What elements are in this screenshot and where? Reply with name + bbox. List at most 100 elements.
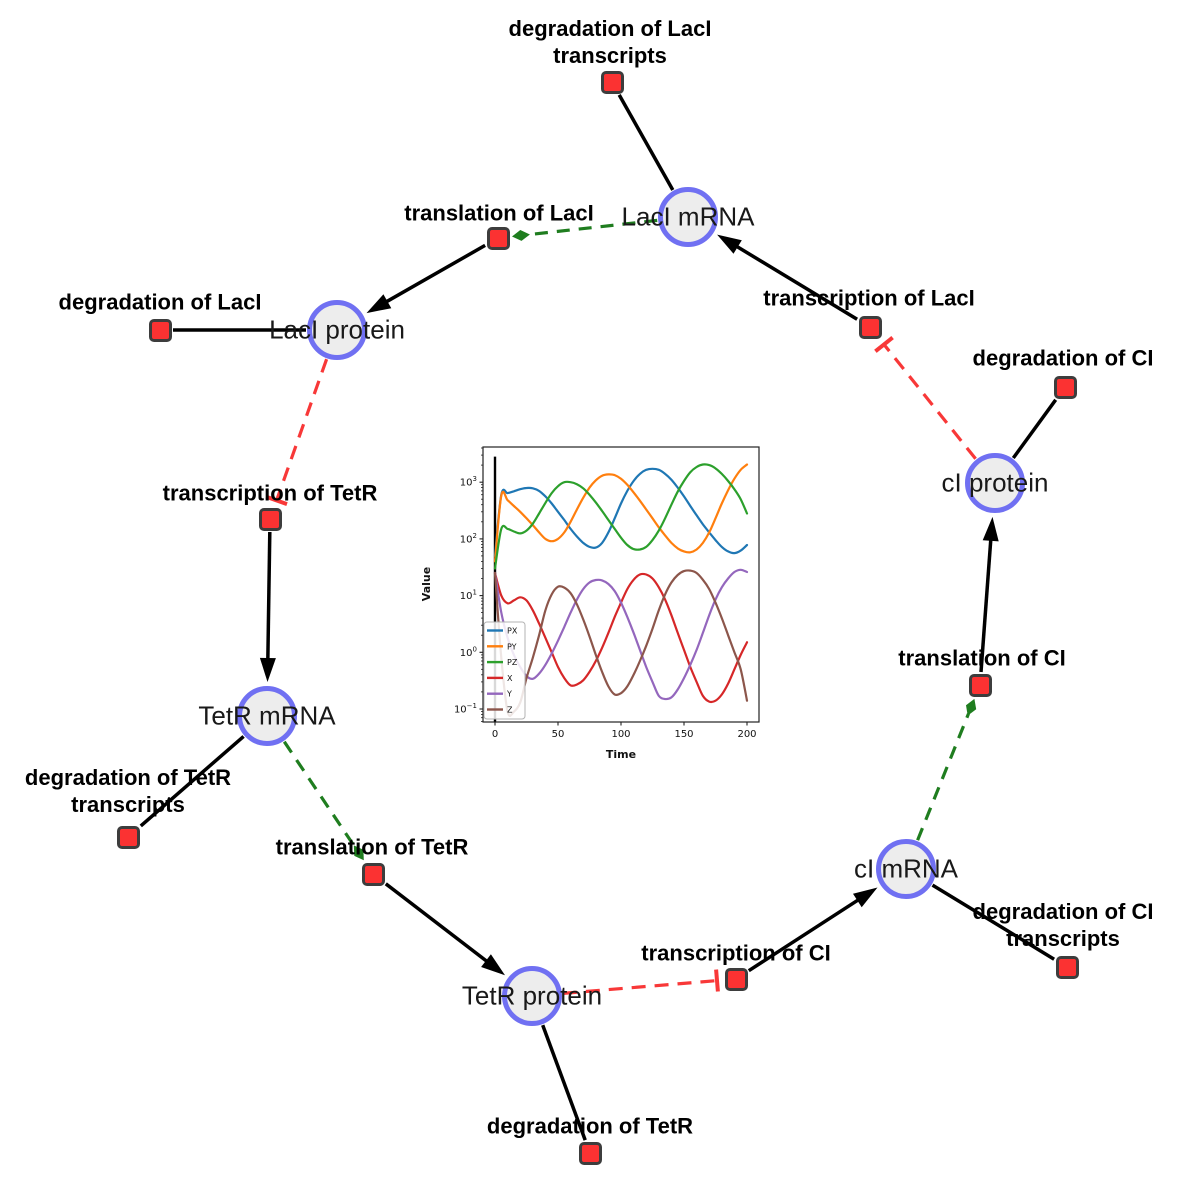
embedded-timeseries-plot: 10−1 100 101 102 103 0 50 100 150 200 PX PY PZ X Y Z Tim…	[413, 433, 785, 767]
axes-frame	[482, 446, 760, 723]
edge-degradation-ci-protein-deg-ci	[1011, 398, 1058, 460]
y-axis-title: Value	[420, 567, 433, 601]
reaction-node-translation-laci	[486, 226, 510, 250]
plot-area	[493, 456, 749, 722]
series-line-PZ	[493, 463, 749, 570]
reaction-node-transcription-tetr	[258, 507, 282, 531]
reaction-label-translation-tetr: translation of TetR	[276, 834, 469, 861]
reaction-label-deg-ci-transcripts: degradation of CI transcripts	[973, 898, 1154, 952]
reaction-label-line: transcription of CI	[641, 940, 831, 966]
x-tick-label: 0	[492, 729, 498, 740]
legend: PX PY PZ XYZ	[483, 621, 526, 720]
reaction-node-deg-tetr	[578, 1141, 602, 1165]
legend-label-PY: PY	[507, 642, 517, 651]
reaction-node-deg-tetr-transcripts	[116, 825, 140, 849]
series-line-X	[493, 571, 749, 704]
y-tick-label: 100	[460, 645, 477, 659]
reaction-node-deg-laci	[148, 318, 172, 342]
reaction-node-deg-laci-transcripts	[600, 70, 624, 94]
species-label-tetr-protein: TetR protein	[461, 980, 603, 1011]
edge-production-translation-laci-laci-protein	[366, 243, 486, 314]
reaction-label-line: degradation of LacI	[58, 289, 262, 315]
edge-degradation-tetr-mrna-deg-tetr-transcripts	[139, 735, 245, 828]
series-line-PX	[493, 467, 749, 557]
legend-label-X: X	[507, 674, 513, 683]
series-line-PY	[493, 463, 749, 563]
y-tick-label: 10−1	[454, 702, 477, 716]
edge-degradation-ci-mrna-deg-ci-transcripts	[931, 883, 1056, 961]
series-line-Y	[493, 568, 749, 701]
reaction-label-line: translation of CI	[898, 645, 1066, 671]
reaction-label-line: degradation of LacI	[508, 16, 712, 41]
reaction-label-line: transcripts	[71, 792, 185, 817]
reaction-label-line: transcripts	[1006, 926, 1120, 951]
reaction-node-deg-ci	[1053, 375, 1077, 399]
edge-modifier-ci-mrna-translation-ci	[916, 698, 977, 841]
x-axis-title: Time	[606, 748, 636, 761]
legend-label-Y: Y	[506, 690, 512, 699]
species-node-ci-protein	[965, 453, 1025, 513]
reaction-label-translation-ci: translation of CI	[898, 645, 1065, 672]
reaction-label-line: translation of TetR	[275, 834, 469, 860]
reaction-label-translation-laci: translation of LacI	[404, 200, 593, 227]
edge-production-transcription-ci-ci-mrna	[747, 887, 878, 973]
reaction-label-transcription-laci: transcription of LacI	[763, 285, 974, 312]
species-label-laci-protein: LacI protein	[269, 314, 405, 345]
edge-degradation-laci-mrna-deg-laci-transcripts	[617, 94, 675, 191]
edge-modifier-laci-mrna-translation-laci	[512, 218, 658, 241]
species-node-ci-mrna	[876, 839, 936, 899]
reaction-node-transcription-ci	[724, 967, 748, 991]
edge-production-transcription-tetr-tetr-mrna	[259, 531, 276, 682]
edge-inhibition-ci-protein-transcription-laci	[874, 336, 977, 460]
reaction-node-translation-ci	[968, 673, 992, 697]
x-tick-label: 100	[611, 729, 630, 740]
edge-production-translation-ci-ci-protein	[979, 516, 999, 673]
legend-label-PX: PX	[507, 627, 518, 636]
reaction-node-deg-ci-transcripts	[1055, 955, 1079, 979]
species-node-laci-mrna	[658, 187, 718, 247]
reaction-node-transcription-laci	[858, 315, 882, 339]
reaction-label-transcription-tetr: transcription of TetR	[163, 480, 378, 507]
reaction-label-deg-laci: degradation of LacI	[59, 289, 262, 316]
species-label-laci-mrna: LacI mRNA	[621, 201, 755, 232]
reaction-label-deg-ci: degradation of CI	[973, 345, 1154, 372]
reaction-label-deg-tetr: degradation of TetR	[487, 1113, 693, 1140]
edge-modifier-tetr-mrna-translation-tetr	[282, 740, 364, 861]
edge-production-translation-tetr-tetr-protein	[384, 882, 505, 976]
species-label-tetr-mrna: TetR mRNA	[198, 700, 336, 731]
legend-label-PZ: PZ	[507, 658, 518, 667]
edge-inhibition-tetr-protein-transcription-ci	[562, 969, 720, 995]
x-tick-label: 50	[552, 729, 565, 740]
reaction-label-deg-laci-transcripts: degradation of LacI transcripts	[509, 15, 712, 69]
edge-inhibition-laci-protein-transcription-tetr	[265, 358, 329, 506]
reaction-label-line: degradation of CI	[972, 899, 1154, 924]
species-label-ci-protein: cI protein	[941, 467, 1049, 498]
x-tick-label: 150	[674, 729, 693, 740]
reaction-label-line: transcription of LacI	[763, 285, 975, 311]
reaction-label-line: degradation of TetR	[486, 1113, 694, 1139]
legend-label-Z: Z	[507, 706, 513, 715]
reaction-label-line: translation of LacI	[404, 200, 594, 226]
y-tick-label: 102	[460, 532, 477, 546]
reaction-label-line: transcripts	[553, 43, 667, 68]
y-tick-label: 101	[460, 589, 477, 603]
reaction-label-line: degradation of TetR	[24, 765, 232, 790]
species-node-laci-protein	[307, 300, 367, 360]
x-tick-label: 200	[737, 729, 756, 740]
series-line-Z	[493, 569, 749, 718]
reaction-label-line: degradation of CI	[972, 345, 1154, 371]
y-tick-label: 103	[460, 475, 477, 489]
reaction-label-line: transcription of TetR	[162, 480, 378, 506]
species-node-tetr-mrna	[237, 686, 297, 746]
edge-production-transcription-laci-laci-mrna	[717, 234, 859, 321]
species-label-ci-mrna: cI mRNA	[854, 853, 958, 884]
edge-degradation-tetr-protein-deg-tetr	[541, 1024, 587, 1141]
timeseries-plot-svg: 10−1 100 101 102 103 0 50 100 150 200 PX PY PZ XYZ Tim…	[420, 446, 760, 761]
reaction-label-transcription-ci: transcription of CI	[641, 940, 830, 967]
legend-box	[483, 621, 526, 720]
reaction-label-deg-tetr-transcripts: degradation of TetR transcripts	[25, 764, 231, 818]
reaction-node-translation-tetr	[361, 862, 385, 886]
species-node-tetr-protein	[502, 966, 562, 1026]
